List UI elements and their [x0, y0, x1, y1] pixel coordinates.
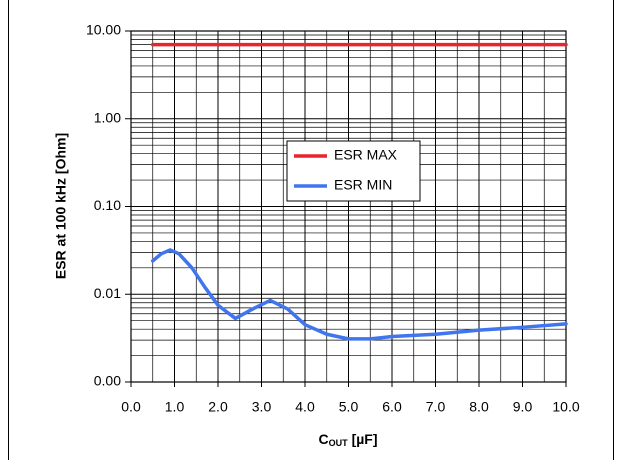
plot-border: [130, 30, 567, 383]
x-tick-label: 2.0: [208, 399, 228, 415]
y-tick-label: 0.01: [94, 285, 121, 301]
legend-box: [286, 140, 421, 202]
x-tick-label: 7.0: [426, 399, 446, 415]
x-label-unit: [µF]: [352, 431, 378, 447]
y-tick-label: 10.00: [86, 22, 121, 38]
y-tick-label: 1.00: [94, 109, 121, 125]
y-tick-label: 0.00: [94, 373, 121, 389]
legend-label: ESR MIN: [334, 177, 392, 193]
y-axis-label: ESR at 100 kHz [Ohm]: [53, 133, 69, 279]
x-tick-label: 5.0: [339, 399, 359, 415]
x-tick-label: 9.0: [513, 399, 533, 415]
x-tick-label: 8.0: [469, 399, 489, 415]
legend-label: ESR MAX: [334, 147, 398, 163]
x-tick-label: 1.0: [165, 399, 185, 415]
x-tick-label: 10.0: [552, 399, 579, 415]
x-axis-label: COUT [µF]: [318, 431, 377, 449]
series-line: [151, 248, 568, 341]
x-label-main: C: [318, 431, 328, 447]
x-tick-label: 4.0: [295, 399, 315, 415]
x-tick-label: 6.0: [382, 399, 402, 415]
y-tick-label: 0.10: [94, 197, 121, 213]
x-label-sub: OUT: [329, 438, 349, 448]
x-tick-label: 0.0: [121, 399, 141, 415]
x-tick-label: 3.0: [252, 399, 272, 415]
